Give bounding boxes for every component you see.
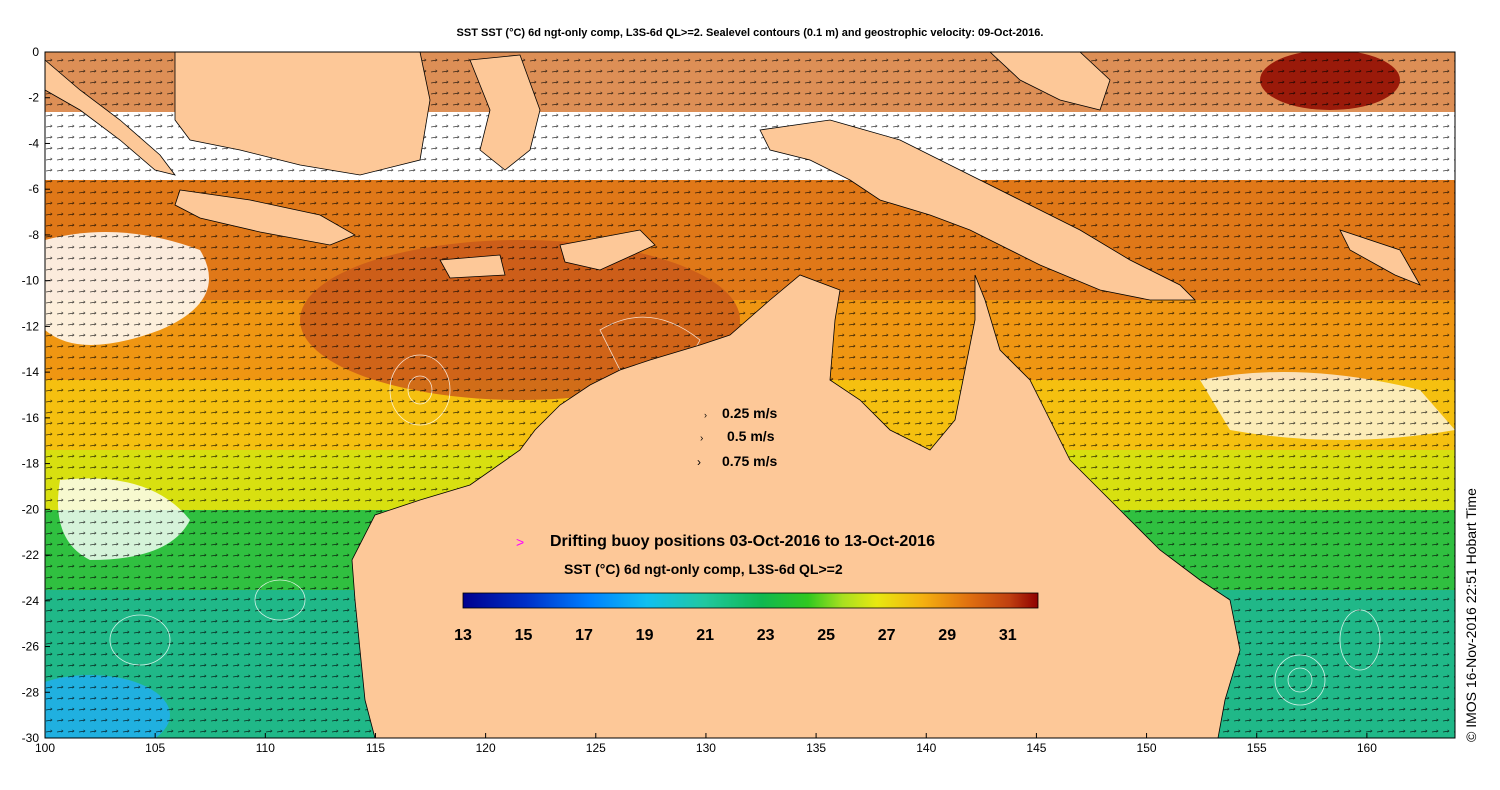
- x-tick-label: 130: [696, 741, 716, 755]
- colorbar-tick-label: 15: [515, 627, 533, 644]
- sumbawa-island: [439, 254, 506, 279]
- y-tick-label: -10: [22, 274, 40, 288]
- land: [45, 52, 1421, 738]
- map-frame: [44, 51, 1456, 739]
- sumatra-island: [45, 59, 176, 176]
- y-tick-label: -30: [22, 731, 40, 745]
- solomon-islands: [1339, 229, 1421, 286]
- new-guinea-island: [759, 119, 1196, 301]
- x-tick-label: 145: [1026, 741, 1046, 755]
- x-tick-label: 110: [256, 741, 275, 755]
- x-tick-label: 140: [916, 741, 936, 755]
- buoy-marker-icon: >: [516, 534, 524, 550]
- velocity-arrow-large: ›: [697, 455, 701, 469]
- x-tick-label: 115: [366, 741, 385, 755]
- velocity-arrow-small: ›: [704, 410, 707, 420]
- y-tick-label: -6: [28, 182, 39, 196]
- y-tick-label: -28: [22, 685, 40, 699]
- colorbar-tick-label: 17: [575, 627, 593, 644]
- java-island: [174, 189, 356, 246]
- colorbar-tick-label: 19: [636, 627, 654, 644]
- x-tick-label: 120: [476, 741, 496, 755]
- colorbar-title: SST (°C) 6d ngt-only comp, L3S-6d QL>=2: [564, 561, 843, 577]
- y-tick-label: -16: [22, 411, 40, 425]
- buoy-legend-label: Drifting buoy positions 03-Oct-2016 to 1…: [550, 533, 935, 550]
- velocity-label-075: 0.75 m/s: [722, 453, 777, 469]
- y-tick-label: -14: [22, 365, 40, 379]
- colorbar-ticks: 13 15 17 19 21 23 25 27 29 31: [454, 627, 1017, 644]
- y-axis: 0 -2 -4 -6 -8 -10 -12 -14 -16 -18 -20 -22 -24 -26 -28 -…: [22, 45, 50, 745]
- y-tick-label: -26: [22, 640, 40, 654]
- y-tick-label: -18: [22, 457, 40, 471]
- velocity-label-025: 0.25 m/s: [722, 405, 777, 421]
- colorbar-tick-label: 21: [696, 627, 714, 644]
- colorbar: [462, 592, 1039, 609]
- x-axis: 100 105 110 115 120 125 130 135 140 145 150 155 160: [35, 733, 1377, 755]
- y-tick-label: -12: [22, 319, 40, 333]
- colorbar-tick-label: 31: [999, 627, 1017, 644]
- velocity-label-05: 0.5 m/s: [727, 428, 775, 444]
- colorbar-tick-label: 29: [938, 627, 956, 644]
- x-tick-label: 135: [806, 741, 826, 755]
- y-tick-label: -2: [28, 91, 39, 105]
- borneo-island: [174, 52, 431, 176]
- x-tick-label: 125: [586, 741, 606, 755]
- sealevel-contours: [109, 316, 1381, 706]
- australia-landmass: [351, 274, 1241, 738]
- x-tick-label: 100: [35, 741, 55, 755]
- pacific-island: [989, 52, 1111, 111]
- x-tick-label: 150: [1137, 741, 1157, 755]
- y-tick-label: -22: [22, 548, 40, 562]
- x-tick-label: 160: [1357, 741, 1377, 755]
- y-tick-label: -24: [22, 594, 40, 608]
- timor-island: [559, 229, 656, 271]
- y-tick-label: -8: [28, 228, 39, 242]
- y-tick-label: -20: [22, 502, 40, 516]
- colorbar-tick-label: 27: [878, 627, 896, 644]
- velocity-arrow-medium: ›: [700, 433, 703, 444]
- map-title: SST SST (°C) 6d ngt-only comp, L3S-6d QL…: [456, 27, 1044, 39]
- velocity-legend: › 0.25 m/s › 0.5 m/s › 0.75 m/s: [697, 405, 777, 469]
- y-tick-label: -4: [28, 136, 39, 150]
- map-area: [45, 52, 1455, 738]
- credit-text: © IMOS 16-Nov-2016 22:51 Hobart Time: [1463, 488, 1479, 742]
- colorbar-tick-label: 25: [817, 627, 835, 644]
- sulawesi-island: [469, 54, 541, 171]
- colorbar-tick-label: 23: [757, 627, 775, 644]
- x-tick-label: 105: [145, 741, 165, 755]
- x-tick-label: 155: [1247, 741, 1267, 755]
- colorbar-tick-label: 13: [454, 627, 472, 644]
- y-tick-label: 0: [32, 45, 39, 59]
